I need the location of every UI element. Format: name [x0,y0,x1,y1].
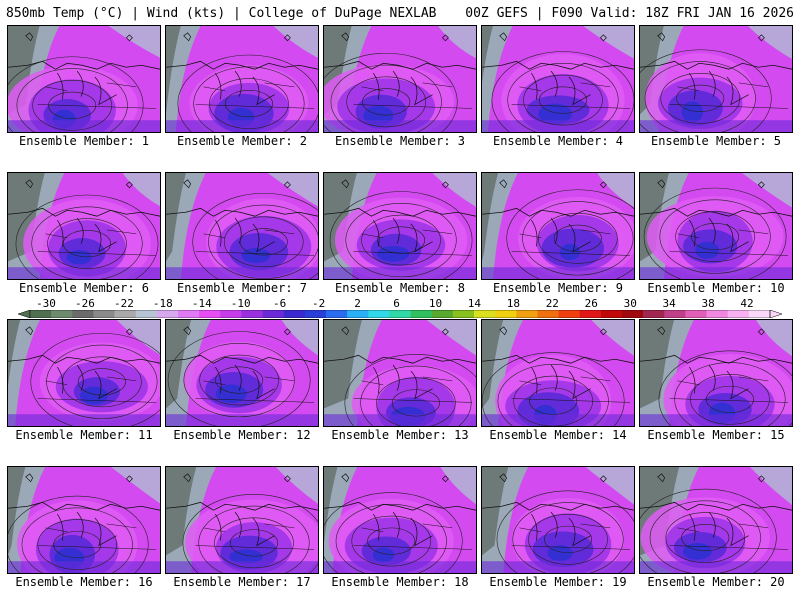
colorbar-tick-label: 6 [393,297,400,310]
ensemble-panel: Ensemble Member: 14 [481,319,635,442]
ensemble-member-label: Ensemble Member: 4 [492,134,624,148]
ensemble-panel: Ensemble Member: 4 [481,25,635,148]
ensemble-panel: Ensemble Member: 1 [7,25,161,148]
colorbar-tick-label: 18 [506,297,520,310]
colorbar-tick-label: 26 [584,297,598,310]
ensemble-member-label: Ensemble Member: 12 [173,428,311,442]
temperature-map [639,319,793,427]
temperature-map [7,25,161,133]
temperature-map [481,172,635,280]
ensemble-panel: Ensemble Member: 13 [323,319,477,442]
temperature-map [7,319,161,427]
temperature-map [165,25,319,133]
colorbar-strip [18,310,782,318]
ensemble-panel: Ensemble Member: 7 [165,172,319,295]
ensemble-panel: Ensemble Member: 18 [323,466,477,589]
ensemble-member-label: Ensemble Member: 10 [647,281,785,295]
ensemble-panel: Ensemble Member: 2 [165,25,319,148]
colorbar-tick-label: -26 [75,297,95,310]
ensemble-panel: Ensemble Member: 9 [481,172,635,295]
ensemble-member-label: Ensemble Member: 20 [647,575,785,589]
ensemble-member-label: Ensemble Member: 13 [331,428,469,442]
colorbar-tick-label: -14 [191,297,212,310]
temperature-map [639,466,793,574]
ensemble-member-label: Ensemble Member: 7 [176,281,308,295]
ensemble-panel: Ensemble Member: 6 [7,172,161,295]
ensemble-member-label: Ensemble Member: 16 [15,575,153,589]
temperature-map [481,466,635,574]
ensemble-panel: Ensemble Member: 16 [7,466,161,589]
ensemble-panel: Ensemble Member: 8 [323,172,477,295]
ensemble-member-label: Ensemble Member: 3 [334,134,466,148]
colorbar-tick-label: -6 [273,297,287,310]
temperature-map [323,172,477,280]
ensemble-panel: Ensemble Member: 12 [165,319,319,442]
ensemble-member-label: Ensemble Member: 17 [173,575,311,589]
temperature-map [639,25,793,133]
temperature-map [7,466,161,574]
colorbar-tick-label: -10 [230,297,251,310]
colorbar-tick-label: 2 [354,297,361,310]
ensemble-panel: Ensemble Member: 19 [481,466,635,589]
ensemble-member-label: Ensemble Member: 6 [18,281,150,295]
ensemble-panel: Ensemble Member: 20 [639,466,793,589]
ensemble-panel: Ensemble Member: 3 [323,25,477,148]
ensemble-member-label: Ensemble Member: 18 [331,575,469,589]
run-valid-time: 00Z GEFS | F090 Valid: 18Z FRI JAN 16 20… [465,6,794,21]
colorbar-tick-label: 22 [545,297,559,310]
temperature-map [323,466,477,574]
colorbar-tick-label: -2 [312,297,326,310]
ensemble-panel: Ensemble Member: 10 [639,172,793,295]
temperature-map [323,25,477,133]
ensemble-member-label: Ensemble Member: 14 [489,428,627,442]
colorbar-tick-label: 30 [623,297,637,310]
ensemble-member-label: Ensemble Member: 11 [15,428,153,442]
temperature-map [323,319,477,427]
colorbar-tick-label: 38 [701,297,715,310]
ensemble-member-label: Ensemble Member: 15 [647,428,785,442]
ensemble-member-label: Ensemble Member: 8 [334,281,466,295]
ensemble-panel: Ensemble Member: 11 [7,319,161,442]
colorbar-tick-label: 42 [740,297,754,310]
colorbar-tick-label: 34 [662,297,676,310]
temperature-map [639,172,793,280]
temperature-colorbar: -30 -26 -22 -18 -14 -10 -6 -2 2 6 10 14 18 22 26 30 34 38… [18,297,782,321]
header: 850mb Temp (°C) | Wind (kts) | College o… [0,0,800,24]
chart-title: 850mb Temp (°C) | Wind (kts) | College o… [6,6,437,21]
ensemble-member-label: Ensemble Member: 1 [18,134,150,148]
temperature-map [165,466,319,574]
ensemble-member-label: Ensemble Member: 5 [650,134,782,148]
colorbar-tick-label: -22 [113,297,134,310]
ensemble-member-label: Ensemble Member: 19 [489,575,627,589]
temperature-map [481,319,635,427]
colorbar-tick-label: -18 [152,297,173,310]
ensemble-member-label: Ensemble Member: 9 [492,281,624,295]
ensemble-panel: Ensemble Member: 17 [165,466,319,589]
temperature-map [165,172,319,280]
temperature-map [165,319,319,427]
ensemble-panel: Ensemble Member: 5 [639,25,793,148]
temperature-map [481,25,635,133]
temperature-map [7,172,161,280]
ensemble-member-label: Ensemble Member: 2 [176,134,308,148]
colorbar-tick-label: -30 [36,297,56,310]
colorbar-tick-label: 10 [428,297,443,310]
colorbar-tick-label: 14 [467,297,482,310]
ensemble-panel: Ensemble Member: 15 [639,319,793,442]
